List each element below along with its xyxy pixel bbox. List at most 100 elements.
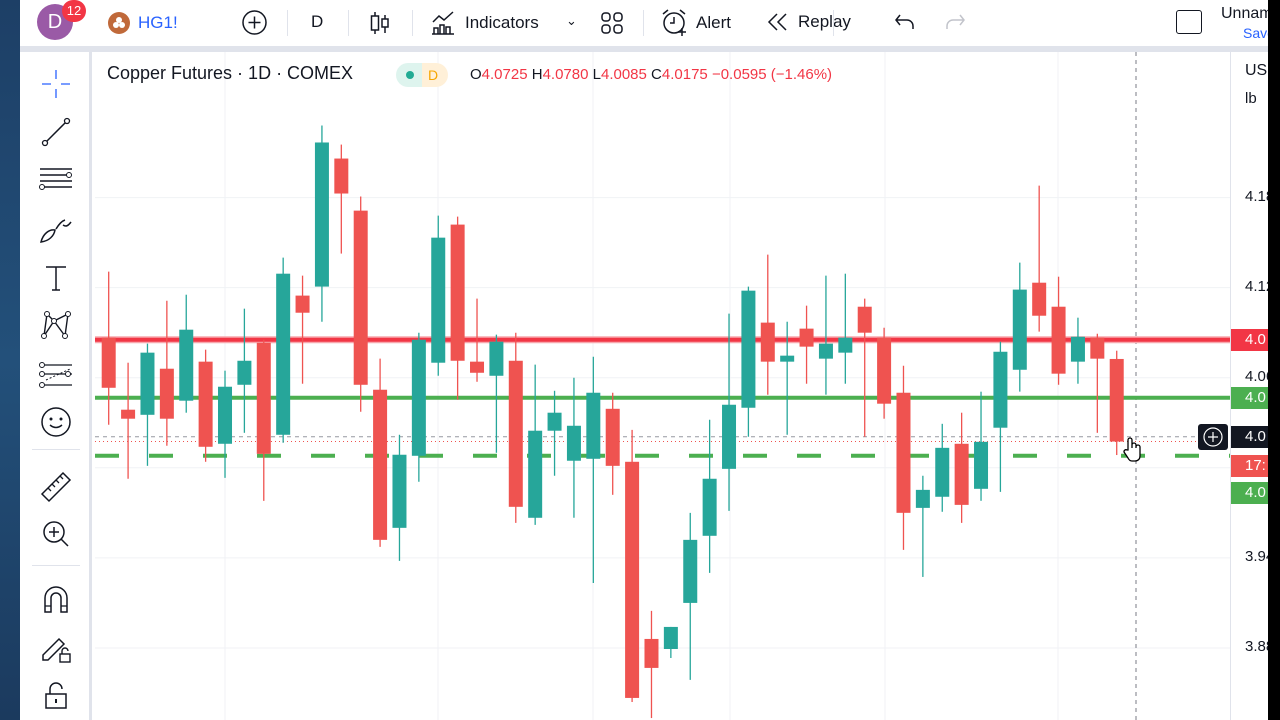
chart-pane[interactable] bbox=[95, 52, 1230, 720]
text-tool[interactable] bbox=[36, 258, 76, 298]
candle-down bbox=[896, 392, 911, 513]
candle-down bbox=[121, 409, 136, 419]
low-label: L bbox=[592, 66, 601, 83]
unit-selector[interactable]: lb bbox=[1245, 90, 1257, 107]
candle-up bbox=[528, 430, 543, 518]
alert-button[interactable]: Alert bbox=[660, 8, 731, 38]
undo-icon bbox=[895, 14, 914, 29]
market-status-pill[interactable]: D bbox=[396, 63, 448, 87]
candle-up bbox=[935, 447, 950, 497]
candle-down bbox=[605, 408, 620, 466]
trend-line-tool[interactable] bbox=[36, 112, 76, 152]
candlestick-chart[interactable] bbox=[95, 52, 1230, 720]
fullscreen-checkbox-icon[interactable] bbox=[1176, 10, 1202, 34]
ohlc-values: O4.0725 H4.0780 L4.0085 C4.0175 −0.0595 … bbox=[470, 66, 832, 83]
trend-line-icon bbox=[41, 117, 71, 147]
crosshair-tool[interactable] bbox=[36, 64, 76, 104]
candle-up bbox=[722, 404, 737, 469]
zoom-in-tool[interactable] bbox=[36, 514, 76, 554]
symbol-label: HG1! bbox=[138, 13, 178, 32]
copper-logo-icon bbox=[108, 12, 130, 34]
fib-tool[interactable] bbox=[36, 160, 76, 200]
candle-up bbox=[140, 352, 155, 415]
candle-up bbox=[1070, 336, 1085, 362]
candle-down bbox=[1090, 337, 1105, 359]
indicators-icon bbox=[432, 11, 454, 35]
prediction-tool[interactable] bbox=[36, 355, 76, 395]
emoji-tool[interactable] bbox=[36, 402, 76, 442]
indicators-button[interactable]: Indicators bbox=[430, 9, 539, 36]
emoji-icon bbox=[41, 407, 71, 437]
redo-button[interactable] bbox=[944, 13, 966, 36]
plus-circle-icon bbox=[242, 10, 267, 35]
candle-down bbox=[353, 210, 368, 385]
candle-up bbox=[179, 329, 194, 401]
save-link[interactable]: Save bbox=[1243, 25, 1275, 41]
replay-label: Replay bbox=[798, 12, 851, 31]
alarm-clock-icon bbox=[662, 9, 686, 36]
candle-down bbox=[954, 443, 969, 505]
layout-grid-button[interactable] bbox=[600, 11, 624, 40]
chevron-down-icon[interactable]: ⌄ bbox=[566, 13, 577, 28]
candle-up bbox=[547, 412, 562, 431]
open-label: O bbox=[470, 66, 482, 83]
lock-drawings-tool[interactable] bbox=[36, 629, 76, 669]
compare-symbol-button[interactable] bbox=[241, 9, 268, 41]
green-line-price-badge: 4.0 bbox=[1231, 387, 1268, 409]
brush-tool[interactable] bbox=[36, 210, 76, 250]
replay-button[interactable]: Replay bbox=[766, 11, 851, 33]
candle-down bbox=[373, 389, 388, 540]
price-axis[interactable]: USD lb 4.184.124.063.943.88 4.0 4.0 4.0 … bbox=[1230, 52, 1268, 720]
brush-icon bbox=[40, 219, 72, 243]
price-tick-label: 4.12 bbox=[1245, 277, 1268, 295]
toolbar-separator bbox=[20, 46, 1268, 52]
notification-badge: 12 bbox=[62, 0, 86, 22]
candle-up bbox=[586, 392, 601, 459]
candle-up bbox=[683, 539, 698, 603]
price-tick-label: 4.18 bbox=[1245, 187, 1268, 205]
candle-up bbox=[392, 454, 407, 528]
candle-up bbox=[702, 478, 717, 536]
candles-icon bbox=[370, 12, 389, 34]
pencil-lock-icon bbox=[42, 637, 71, 663]
candle-down bbox=[877, 337, 892, 404]
candle-up bbox=[218, 386, 233, 444]
candle-up bbox=[314, 142, 329, 287]
replay-icon bbox=[767, 13, 787, 31]
top-toolbar bbox=[20, 0, 1268, 46]
measure-tool[interactable] bbox=[36, 467, 76, 507]
candle-up bbox=[974, 441, 989, 489]
magnet-icon bbox=[44, 586, 68, 613]
candle-up bbox=[1012, 289, 1027, 370]
price-tick-label: 3.88 bbox=[1245, 637, 1268, 655]
add-alert-plus-button[interactable] bbox=[1198, 424, 1228, 450]
high-label: H bbox=[531, 66, 543, 83]
indicators-label: Indicators bbox=[465, 12, 539, 32]
countdown-badge: 17: bbox=[1231, 455, 1268, 477]
candle-down bbox=[295, 295, 310, 313]
grid-icon bbox=[601, 12, 623, 34]
chart-type-button[interactable] bbox=[368, 10, 392, 41]
divider bbox=[287, 10, 288, 36]
candle-down bbox=[1032, 282, 1047, 316]
fib-retracement-icon bbox=[39, 168, 72, 190]
candle-down bbox=[857, 306, 872, 333]
candle-up bbox=[566, 425, 581, 461]
divider bbox=[833, 10, 834, 36]
divider bbox=[32, 449, 80, 450]
hand-cursor-icon bbox=[1122, 436, 1144, 467]
lock-tool[interactable] bbox=[36, 676, 76, 716]
pattern-tool[interactable] bbox=[36, 305, 76, 345]
divider bbox=[643, 10, 644, 36]
undo-button[interactable] bbox=[894, 13, 916, 36]
currency-selector[interactable]: USD bbox=[1245, 62, 1268, 79]
layout-name[interactable]: Unnamed bbox=[1221, 5, 1280, 22]
interval-button[interactable]: D bbox=[311, 12, 324, 31]
magnet-tool[interactable] bbox=[36, 580, 76, 620]
symbol-search-button[interactable]: HG1! bbox=[108, 10, 178, 36]
divider bbox=[412, 10, 413, 36]
close-label: C bbox=[651, 66, 662, 83]
price-tick-label: 4.06 bbox=[1245, 367, 1268, 385]
green-dashed-price-badge: 4.0 bbox=[1231, 482, 1268, 504]
candle-down bbox=[256, 342, 271, 454]
